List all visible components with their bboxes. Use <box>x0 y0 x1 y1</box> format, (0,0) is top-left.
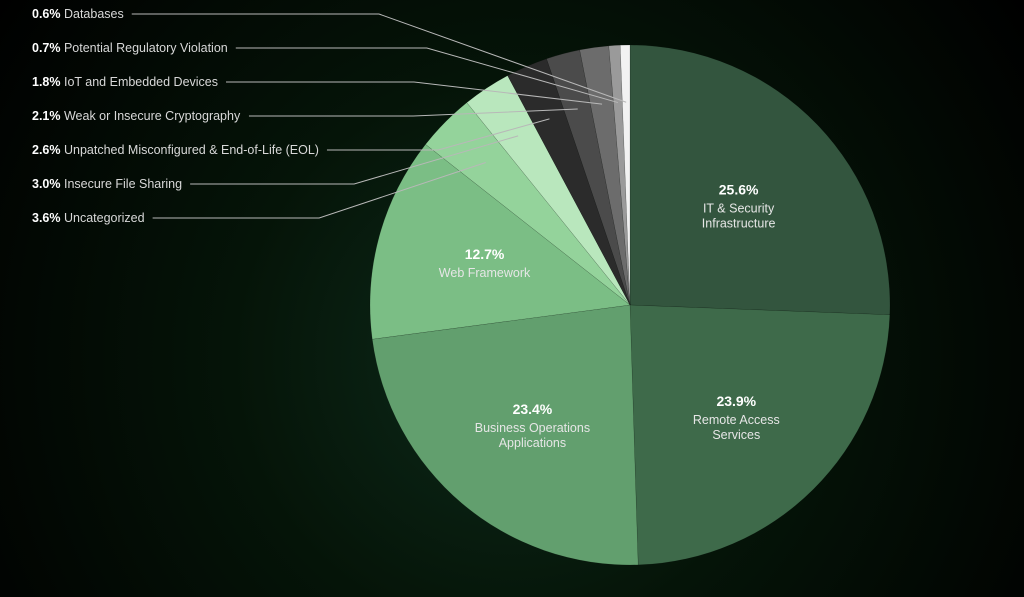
pie-chart: 25.6% IT & SecurityInfrastructure 23.9% Rem… <box>0 0 1024 597</box>
legend-entry: 2.6% Unpatched Misconfigured & End-of-Li… <box>32 143 319 157</box>
slice-pct-label: 23.9% <box>716 393 756 409</box>
legend-entry: 0.7% Potential Regulatory Violation <box>32 41 228 55</box>
legend-entry: 3.0% Insecure File Sharing <box>32 177 182 191</box>
slice-pct-label: 12.7% <box>465 246 505 262</box>
slice-pct-label: 23.4% <box>513 401 553 417</box>
slice-name-label: Services <box>712 428 760 442</box>
slice-name-label: Web Framework <box>439 266 531 280</box>
legend-entry: 1.8% IoT and Embedded Devices <box>32 75 218 89</box>
legend-entry: 3.6% Uncategorized <box>32 211 145 225</box>
slice-name-label: Applications <box>499 436 566 450</box>
slice-name-label: Remote Access <box>693 413 780 427</box>
slice-name-label: IT & Security <box>703 201 775 215</box>
slice-pct-label: 25.6% <box>719 181 759 197</box>
legend-entry: 2.1% Weak or Insecure Cryptography <box>32 109 241 123</box>
slice-name-label: Business Operations <box>475 421 590 435</box>
legend-entry: 0.6% Databases <box>32 7 124 21</box>
pie-slice <box>630 45 890 315</box>
slice-name-label: Infrastructure <box>702 216 776 230</box>
